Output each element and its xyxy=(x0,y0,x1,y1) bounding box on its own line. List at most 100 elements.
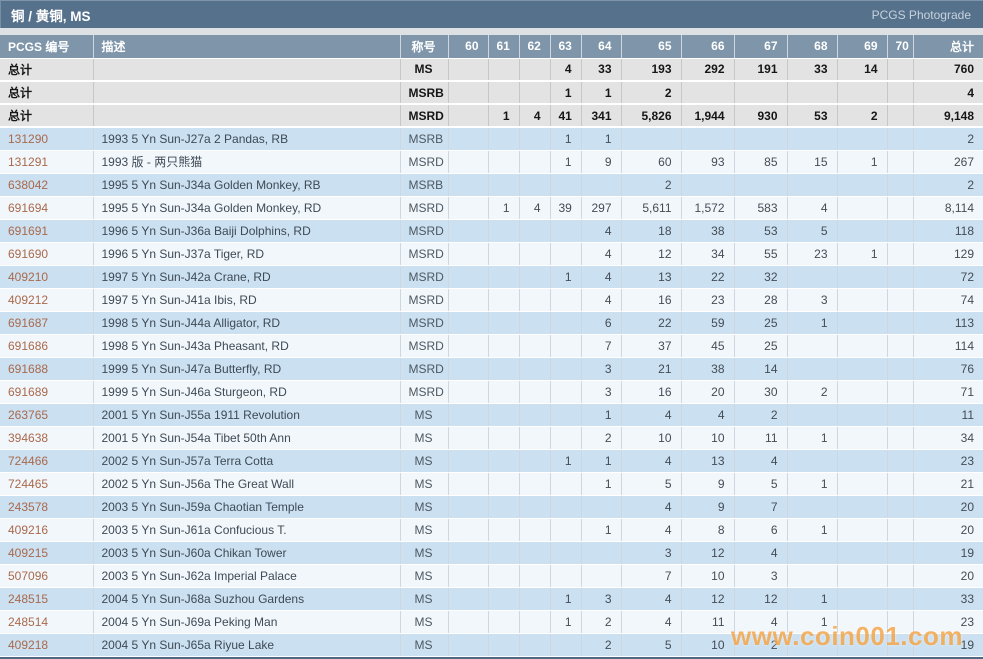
grade-62-cell xyxy=(519,265,551,289)
grade-70-cell xyxy=(887,81,914,105)
description-cell: 1996 5 Yn Sun-J36a Baiji Dolphins, RD xyxy=(93,219,401,243)
pcgs-number-link[interactable]: 691691 xyxy=(0,219,94,243)
pcgs-number-link[interactable]: 691694 xyxy=(0,196,94,220)
pcgs-number-link[interactable]: 248514 xyxy=(0,610,94,634)
pcgs-number-link[interactable]: 409215 xyxy=(0,541,94,565)
grade-64-cell: 1 xyxy=(581,518,622,542)
pcgs-number-link[interactable]: 394638 xyxy=(0,426,94,450)
designation-cell: MS xyxy=(400,587,449,611)
grade-66-cell: 1,572 xyxy=(681,196,735,220)
description-cell: 2003 5 Yn Sun-J59a Chaotian Temple xyxy=(93,495,401,519)
grade-68-cell xyxy=(787,541,838,565)
description-cell: 2003 5 Yn Sun-J61a Confucious T. xyxy=(93,518,401,542)
grade-70-cell xyxy=(887,265,914,289)
pcgs-number-link[interactable]: 638042 xyxy=(0,173,94,197)
grade-63-cell xyxy=(550,518,582,542)
pcgs-number-link[interactable]: 263765 xyxy=(0,403,94,427)
grade-70-cell xyxy=(887,196,914,220)
table-row: 248515 2004 5 Yn Sun-J68a Suzhou Gardens M… xyxy=(0,587,983,611)
grade-61-cell xyxy=(488,449,520,473)
total-cell: 76 xyxy=(913,357,983,381)
grade-70-cell xyxy=(887,403,914,427)
designation-cell: MS xyxy=(400,633,449,657)
grade-63-cell xyxy=(550,541,582,565)
pcgs-number-link[interactable]: 724466 xyxy=(0,449,94,473)
grade-60-cell xyxy=(448,173,489,197)
grade-68-cell: 1 xyxy=(787,587,838,611)
grade-69-cell xyxy=(837,81,888,105)
grade-63-cell xyxy=(550,311,582,335)
pcgs-number-link[interactable]: 243578 xyxy=(0,495,94,519)
grade-67-cell: 7 xyxy=(734,495,788,519)
total-cell: 23 xyxy=(913,610,983,634)
total-label: 总计 xyxy=(0,104,94,128)
pcgs-number-link[interactable]: 507096 xyxy=(0,564,94,588)
grade-60-cell xyxy=(448,357,489,381)
column-header-grade-67: 67 xyxy=(734,35,788,59)
grade-63-cell xyxy=(550,219,582,243)
designation-cell: MS xyxy=(400,518,449,542)
column-header-grade-69: 69 xyxy=(837,35,888,59)
grade-60-cell xyxy=(448,610,489,634)
grade-60-cell xyxy=(448,127,489,151)
grade-70-cell xyxy=(887,311,914,335)
grade-67-cell: 30 xyxy=(734,380,788,404)
pcgs-number-link[interactable]: 691689 xyxy=(0,380,94,404)
designation-cell: MS xyxy=(400,541,449,565)
pcgs-number-link[interactable]: 691686 xyxy=(0,334,94,358)
grade-69-cell xyxy=(837,219,888,243)
total-cell: 9,148 xyxy=(913,104,983,128)
grade-61-cell xyxy=(488,472,520,496)
grade-62-cell xyxy=(519,564,551,588)
table-row: 243578 2003 5 Yn Sun-J59a Chaotian Temple… xyxy=(0,495,983,519)
grade-65-cell: 4 xyxy=(621,495,682,519)
grade-70-cell xyxy=(887,104,914,128)
grade-64-cell: 3 xyxy=(581,587,622,611)
grade-67-cell: 28 xyxy=(734,288,788,312)
grade-68-cell xyxy=(787,127,838,151)
total-label: 总计 xyxy=(0,58,94,82)
grade-64-cell: 3 xyxy=(581,380,622,404)
grade-64-cell xyxy=(581,564,622,588)
grade-60-cell xyxy=(448,633,489,657)
grade-70-cell xyxy=(887,357,914,381)
pcgs-number-link[interactable]: 691687 xyxy=(0,311,94,335)
designation-cell: MSRB xyxy=(400,127,449,151)
pcgs-number-link[interactable]: 409212 xyxy=(0,288,94,312)
description-cell: 2002 5 Yn Sun-J56a The Great Wall xyxy=(93,472,401,496)
grade-66-cell xyxy=(681,127,735,151)
grade-67-cell: 2 xyxy=(734,633,788,657)
pcgs-number-link[interactable]: 409216 xyxy=(0,518,94,542)
total-cell: 8,114 xyxy=(913,196,983,220)
pcgs-number-link[interactable]: 131290 xyxy=(0,127,94,151)
grade-70-cell xyxy=(887,426,914,450)
pcgs-number-link[interactable]: 691688 xyxy=(0,357,94,381)
pcgs-number-link[interactable]: 409210 xyxy=(0,265,94,289)
table-row: 638042 1995 5 Yn Sun-J34a Golden Monkey, … xyxy=(0,173,983,197)
grade-70-cell xyxy=(887,541,914,565)
grade-60-cell xyxy=(448,518,489,542)
photograde-link[interactable]: PCGS Photograde xyxy=(871,7,971,22)
grade-63-cell xyxy=(550,426,582,450)
pcgs-number-link[interactable]: 691690 xyxy=(0,242,94,266)
total-cell: 113 xyxy=(913,311,983,335)
total-cell: 118 xyxy=(913,219,983,243)
grade-69-cell xyxy=(837,357,888,381)
pcgs-number-link[interactable]: 409218 xyxy=(0,633,94,657)
grade-67-cell: 53 xyxy=(734,219,788,243)
grade-68-cell xyxy=(787,495,838,519)
pcgs-number-link[interactable]: 724465 xyxy=(0,472,94,496)
table-row: 131290 1993 5 Yn Sun-J27a 2 Pandas, RB MSR… xyxy=(0,127,983,151)
table-row: 131291 1993 版 - 两只熊猫 MSRD 1 9 60 93 85 15 1 267 xyxy=(0,150,983,174)
grade-62-cell xyxy=(519,242,551,266)
description-cell: 2003 5 Yn Sun-J60a Chikan Tower xyxy=(93,541,401,565)
column-header-grade-64: 64 xyxy=(581,35,622,59)
designation-cell: MS xyxy=(400,58,449,82)
pcgs-number-link[interactable]: 248515 xyxy=(0,587,94,611)
grade-65-cell: 16 xyxy=(621,380,682,404)
pcgs-number-link[interactable]: 131291 xyxy=(0,150,94,174)
grade-67-cell: 25 xyxy=(734,311,788,335)
grade-68-cell xyxy=(787,334,838,358)
total-cell: 267 xyxy=(913,150,983,174)
grade-70-cell xyxy=(887,334,914,358)
